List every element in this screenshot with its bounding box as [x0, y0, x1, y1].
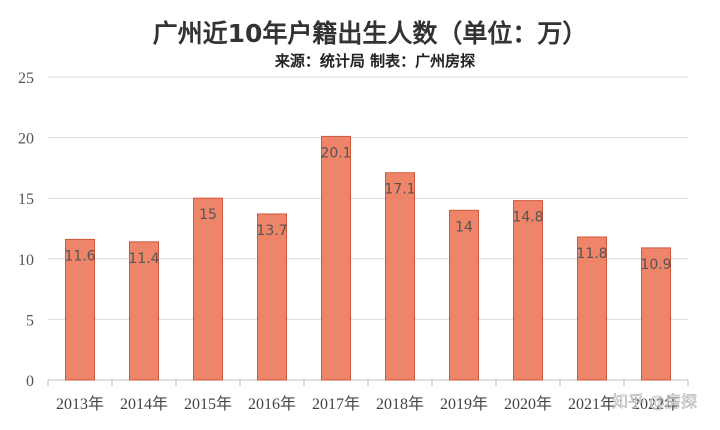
bar: [65, 238, 95, 381]
y-axis: 0 5 10 15 20 25: [18, 70, 34, 390]
data-labels: 11.6 11.4 15 13.7 20.1 17.1 14 14.8 11.8 10.9: [64, 145, 671, 273]
data-label: 20.1: [320, 145, 351, 161]
data-label: 17.1: [384, 182, 415, 198]
y-tick-label: 10: [18, 252, 34, 269]
x-tick-label: 2016年: [248, 395, 296, 413]
y-tick-label: 0: [26, 373, 34, 390]
data-label: 13.7: [256, 223, 287, 239]
x-tick-label: 2018年: [376, 395, 424, 413]
bar: [449, 209, 479, 381]
data-label: 11.8: [576, 246, 607, 262]
data-label: 11.4: [128, 251, 159, 267]
bar: [385, 172, 415, 381]
watermark-text: 知乎 @房探: [612, 392, 697, 411]
x-axis: 2013年 2014年 2015年 2016年 2017年 2018年 2019年 2020年…: [47, 380, 689, 413]
chart-title: 广州近10年户籍出生人数（单位：万）: [153, 19, 588, 48]
x-tick-label: 2014年: [120, 395, 168, 413]
x-tick-label: 2013年: [56, 395, 104, 413]
bar: [257, 213, 287, 381]
data-label: 14.8: [512, 210, 543, 226]
x-tick-label: 2021年: [568, 395, 616, 413]
watermark: 知乎 @房探: [612, 392, 698, 412]
bar: [577, 236, 607, 381]
bar: [321, 135, 351, 381]
data-label: 11.6: [64, 248, 95, 264]
x-tick-label: 2019年: [440, 395, 488, 413]
y-tick-label: 20: [18, 131, 34, 148]
data-label: 14: [455, 219, 473, 235]
x-tick-label: 2017年: [312, 395, 360, 413]
bar: [641, 247, 671, 381]
y-tick-label: 15: [18, 191, 34, 208]
x-tick-label: 2020年: [504, 395, 552, 413]
bars: [65, 135, 671, 381]
chart-subtitle: 来源：统计局 制表：广州房探: [274, 52, 475, 70]
x-tick-label: 2022年: [632, 395, 680, 413]
data-label: 10.9: [640, 257, 671, 273]
bar: [513, 200, 543, 381]
y-tick-label: 25: [18, 70, 34, 87]
data-label: 15: [199, 207, 217, 223]
bar: [129, 241, 159, 381]
y-tick-label: 5: [26, 312, 34, 329]
bar: [193, 197, 223, 381]
x-tick-label: 2015年: [184, 395, 232, 413]
